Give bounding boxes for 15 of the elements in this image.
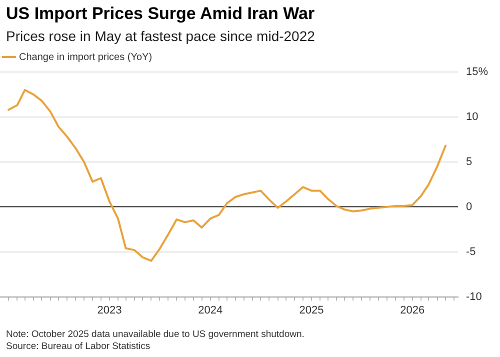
source-note: Source: Bureau of Labor Statistics [6,341,152,353]
chart-title: US Import Prices Surge Amid Iran War [6,4,315,24]
y-tick-label: 5 [466,156,472,168]
x-tick-label: 2025 [299,304,324,316]
y-tick-label: -10 [466,290,482,303]
legend-label: Change in import prices (YoY) [19,52,152,63]
x-tick-label: 2024 [198,304,223,316]
y-tick-label: -5 [466,246,476,258]
x-tick-label: 2026 [400,304,425,316]
y-tick-label: 15% [466,66,488,78]
y-tick-label: 0 [466,200,472,213]
y-tick-label: 10 [466,110,478,123]
chart-subtitle: Prices rose in May at fastest pace since mid-2022 [6,28,315,44]
text: Note: October 2025 data unavailable due to US government shutdown. [6,329,304,341]
x-tick-label: 2023 [97,304,122,316]
